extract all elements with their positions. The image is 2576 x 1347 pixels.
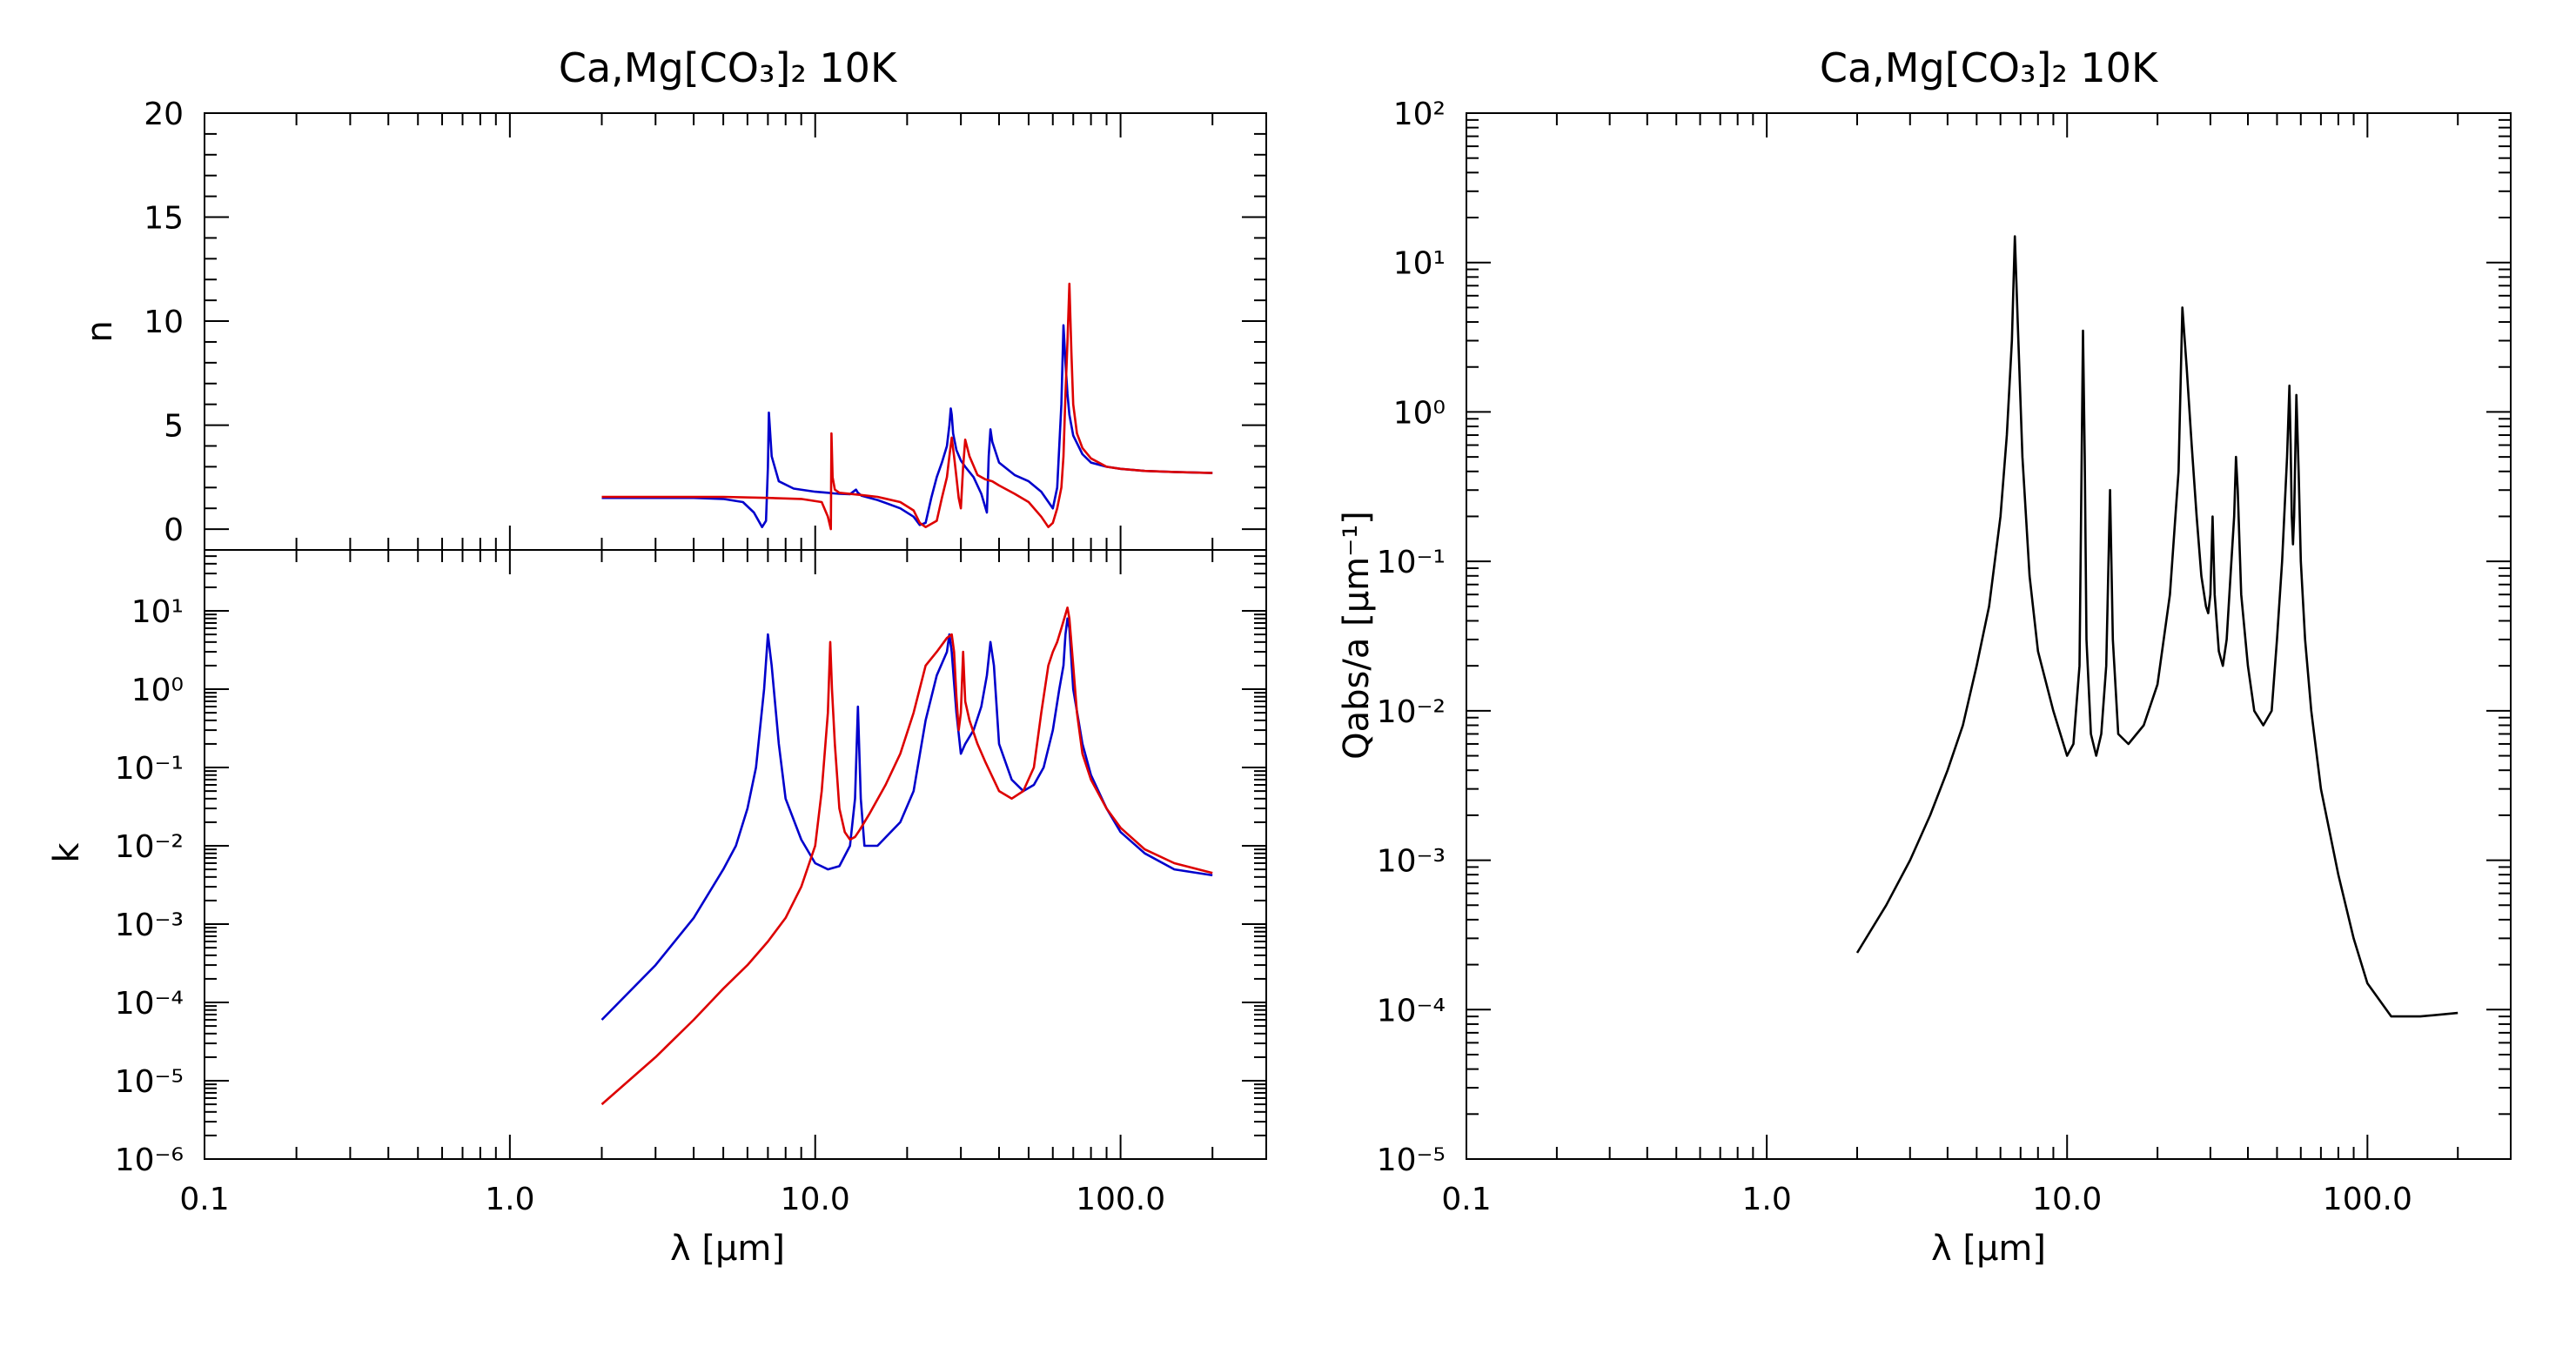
left-x-axis-label: λ [μm] [670, 1229, 785, 1269]
k-panel-series [600, 606, 1213, 1106]
k-y-tick-label: 10⁻¹ [115, 751, 184, 787]
n-y-tick-label: 20 [144, 97, 184, 132]
k-axis-label: k [47, 842, 87, 863]
k-panel-x-tick-label: 10.0 [781, 1182, 850, 1217]
n-series-0 [601, 324, 1213, 528]
k-y-tick-label: 10⁻³ [115, 908, 184, 943]
k-panel-x-tick-label: 0.1 [179, 1182, 229, 1217]
k-panel-frame [204, 549, 1267, 1160]
n-y-tick-label: 15 [144, 201, 184, 237]
right-x-axis-label: λ [μm] [1931, 1229, 2046, 1269]
n-panel-series [601, 282, 1213, 531]
k-y-tick-label: 10⁻² [115, 829, 184, 865]
n-y-tick-label: 0 [164, 513, 184, 548]
q-series-0 [1855, 235, 2459, 1018]
left-chart-title: Ca,Mg[CO₃]₂ 10K [559, 44, 898, 91]
right-figure: Ca,Mg[CO₃]₂ 10K 0.1 1.0 10.0 100.0 10⁻⁵ 10⁻⁴ 1… [1337, 44, 2512, 1269]
q-panel-x-tick-label: 0.1 [1441, 1182, 1491, 1217]
q-panel-x-tick-label: 100.0 [2323, 1182, 2412, 1217]
k-panel-ticks: 0.1 1.0 10.0 100.0 10⁻⁶ 10⁻⁵ 10⁻⁴ 10⁻³ 10⁻² 10⁻¹ 1… [115, 549, 1267, 1217]
k-y-tick-label: 10⁻⁶ [115, 1143, 184, 1178]
q-y-tick-label: 10⁻³ [1377, 844, 1446, 880]
k-y-tick-label: 10⁻⁴ [115, 986, 184, 1022]
q-panel-x-tick-label: 1.0 [1741, 1182, 1791, 1217]
q-y-tick-label: 10⁻¹ [1377, 545, 1446, 580]
k-series-1 [600, 606, 1213, 1106]
n-panel-frame [204, 112, 1267, 551]
right-chart-title: Ca,Mg[CO₃]₂ 10K [1820, 44, 2159, 91]
k-panel-x-tick-label: 100.0 [1076, 1182, 1165, 1217]
n-y-tick-label: 5 [164, 409, 184, 445]
left-figure: Ca,Mg[CO₃]₂ 10K 0 5 10 15 20 0.1 1.0 10.0 100.0… [47, 44, 1267, 1269]
q-panel-frame [1466, 112, 2512, 1160]
k-y-tick-label: 10⁰ [131, 673, 184, 708]
n-axis-label: n [80, 320, 120, 342]
q-y-tick-label: 10⁻⁵ [1377, 1143, 1446, 1178]
q-panel-series [1855, 235, 2459, 1018]
q-y-tick-label: 10¹ [1393, 246, 1446, 282]
n-series-1 [601, 282, 1213, 531]
q-axis-label: Qabs/a [μm⁻¹] [1337, 511, 1377, 760]
n-panel-ticks: 0 5 10 15 20 [144, 97, 1267, 550]
q-y-tick-label: 10⁻⁴ [1377, 993, 1446, 1029]
q-panel-ticks: 0.1 1.0 10.0 100.0 10⁻⁵ 10⁻⁴ 10⁻³ 10⁻² 10⁻¹ 10⁰ 10… [1377, 97, 2512, 1217]
k-y-tick-label: 10⁻⁵ [115, 1064, 184, 1100]
q-y-tick-label: 10⁻² [1377, 694, 1446, 730]
n-y-tick-label: 10 [144, 305, 184, 340]
q-y-tick-label: 10² [1393, 97, 1446, 132]
q-panel-x-tick-label: 10.0 [2032, 1182, 2102, 1217]
k-series-0 [600, 617, 1213, 1021]
k-panel-x-tick-label: 1.0 [485, 1182, 534, 1217]
q-y-tick-label: 10⁰ [1393, 395, 1446, 431]
k-y-tick-label: 10¹ [131, 594, 184, 630]
